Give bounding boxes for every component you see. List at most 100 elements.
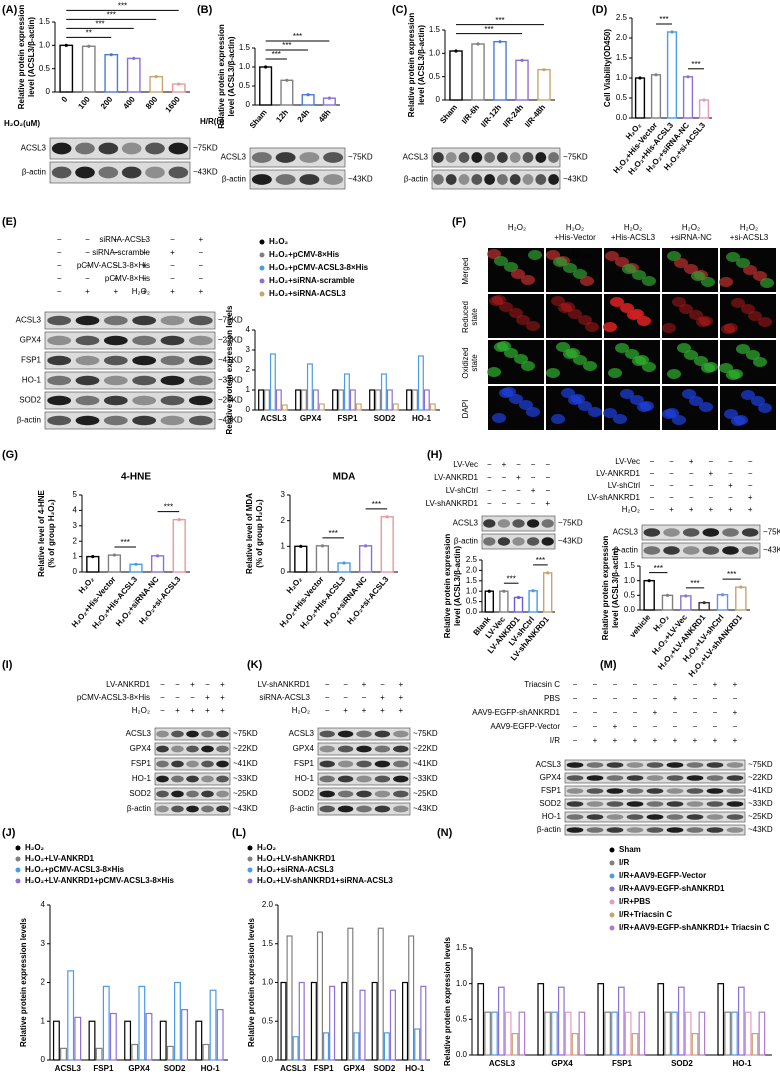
bar [680, 595, 692, 611]
blot-band [168, 142, 189, 155]
bar [281, 404, 288, 411]
treatment-mark: − [531, 473, 536, 482]
cell [731, 416, 745, 426]
cell [558, 303, 572, 313]
bar [542, 572, 553, 613]
blot-band [323, 152, 344, 163]
treatment-mark: − [531, 460, 536, 469]
blot-band [216, 745, 229, 753]
data-dot [91, 555, 95, 559]
y-tick-label: 0.5 [616, 93, 628, 102]
bar [349, 389, 356, 411]
panel-label: (K) [247, 659, 263, 671]
y-axis-label: Relative protein expression [217, 24, 226, 129]
panel-label: (L) [232, 827, 246, 839]
treatment-mark: + [748, 505, 753, 514]
bar [323, 1032, 330, 1061]
x-tick-label: 1600 [164, 94, 183, 114]
cell [726, 252, 740, 262]
treatment-name: LV-shANKRD1 [426, 499, 479, 508]
legend-label: H₂O₂+LV-shANKRD1 [257, 854, 336, 863]
blot-size: ~43KD [558, 537, 583, 546]
y-tick-label: 4 [246, 325, 251, 334]
blot-label: ACSL3 [16, 316, 42, 325]
cell [620, 389, 634, 399]
blot-band [47, 355, 72, 366]
blot-band [186, 745, 199, 753]
bar [557, 986, 565, 1056]
y-tick-label: 4 [73, 506, 78, 515]
micrograph [662, 294, 718, 338]
bar [484, 1011, 491, 1056]
bar [611, 1011, 618, 1056]
cell [487, 367, 501, 377]
legend-label: H₂O₂+LV-ANKRD1+pCMV-ACSL3-8×His [25, 876, 175, 885]
blot-band [686, 762, 704, 768]
cell [521, 275, 535, 285]
blot-band [686, 775, 704, 781]
bar [493, 40, 507, 101]
treatment-mark: − [85, 248, 90, 257]
blot-band [702, 528, 720, 537]
blot-band [726, 801, 744, 807]
y-axis-label: Relative level of MDA [245, 493, 254, 574]
treatment-mark: − [713, 708, 718, 717]
blot-band [682, 546, 700, 555]
blot-label: β-actin [22, 168, 46, 177]
blot-band [686, 827, 704, 833]
treatment-mark: − [649, 493, 654, 502]
significance: *** [95, 19, 104, 28]
column-header: H₂O₂ [624, 223, 642, 232]
treatment-mark: + [673, 736, 678, 745]
cell [741, 304, 755, 314]
cell [563, 263, 577, 273]
blot-label: β-actin [537, 825, 561, 834]
blot-strip [249, 147, 346, 168]
x-tick-label: I/R-6h [460, 103, 481, 126]
treatment-mark: + [398, 680, 403, 689]
treatment-mark: − [142, 235, 147, 244]
blot-band [75, 395, 100, 406]
blot-band [497, 174, 508, 185]
legend-label: I/R+AAV9-EGFP-shANKRD1 [619, 884, 725, 893]
blot-band [319, 805, 335, 813]
blot-band [171, 805, 184, 813]
blot-band [483, 537, 496, 546]
treatment-mark: − [362, 693, 367, 702]
treatment-name: LV-ANKRD1 [596, 469, 640, 478]
bar [578, 1011, 586, 1056]
data-dot [476, 42, 480, 46]
bar [383, 1032, 390, 1061]
blot-label: ACSL3 [536, 760, 562, 769]
cell [632, 270, 646, 280]
treatment-mark: − [733, 722, 738, 731]
cell [499, 302, 513, 312]
data-dot [299, 544, 303, 548]
treatment-mark: + [502, 460, 507, 469]
blot-label: ACSL3 [453, 519, 479, 528]
treatment-mark: + [198, 287, 203, 296]
legend-label: I/R+PBS [619, 897, 651, 906]
blot-band [103, 315, 128, 326]
treatment-name: siRNA-ACSL3 [259, 693, 310, 702]
treatment-mark: − [487, 473, 492, 482]
blot-band [393, 790, 409, 798]
blot-band [186, 760, 199, 768]
cell [637, 316, 651, 326]
blot-band [216, 730, 229, 738]
bar [735, 586, 747, 611]
significance: *** [118, 1, 127, 10]
y-axis-label: (% of group H₂O₂) [255, 499, 264, 568]
treatment-mark: − [545, 486, 550, 495]
blot-band [75, 335, 100, 346]
treatment-mark: − [669, 481, 674, 490]
treatment-mark: + [545, 499, 550, 508]
blot-size: ~43KD [763, 546, 780, 555]
treatment-mark: − [673, 722, 678, 731]
blot-size: ~25KD [218, 396, 243, 405]
blot-band [356, 760, 372, 768]
blot-band [586, 814, 604, 820]
data-dot [285, 78, 289, 82]
blot-band [706, 827, 724, 833]
blot-band [47, 415, 72, 426]
